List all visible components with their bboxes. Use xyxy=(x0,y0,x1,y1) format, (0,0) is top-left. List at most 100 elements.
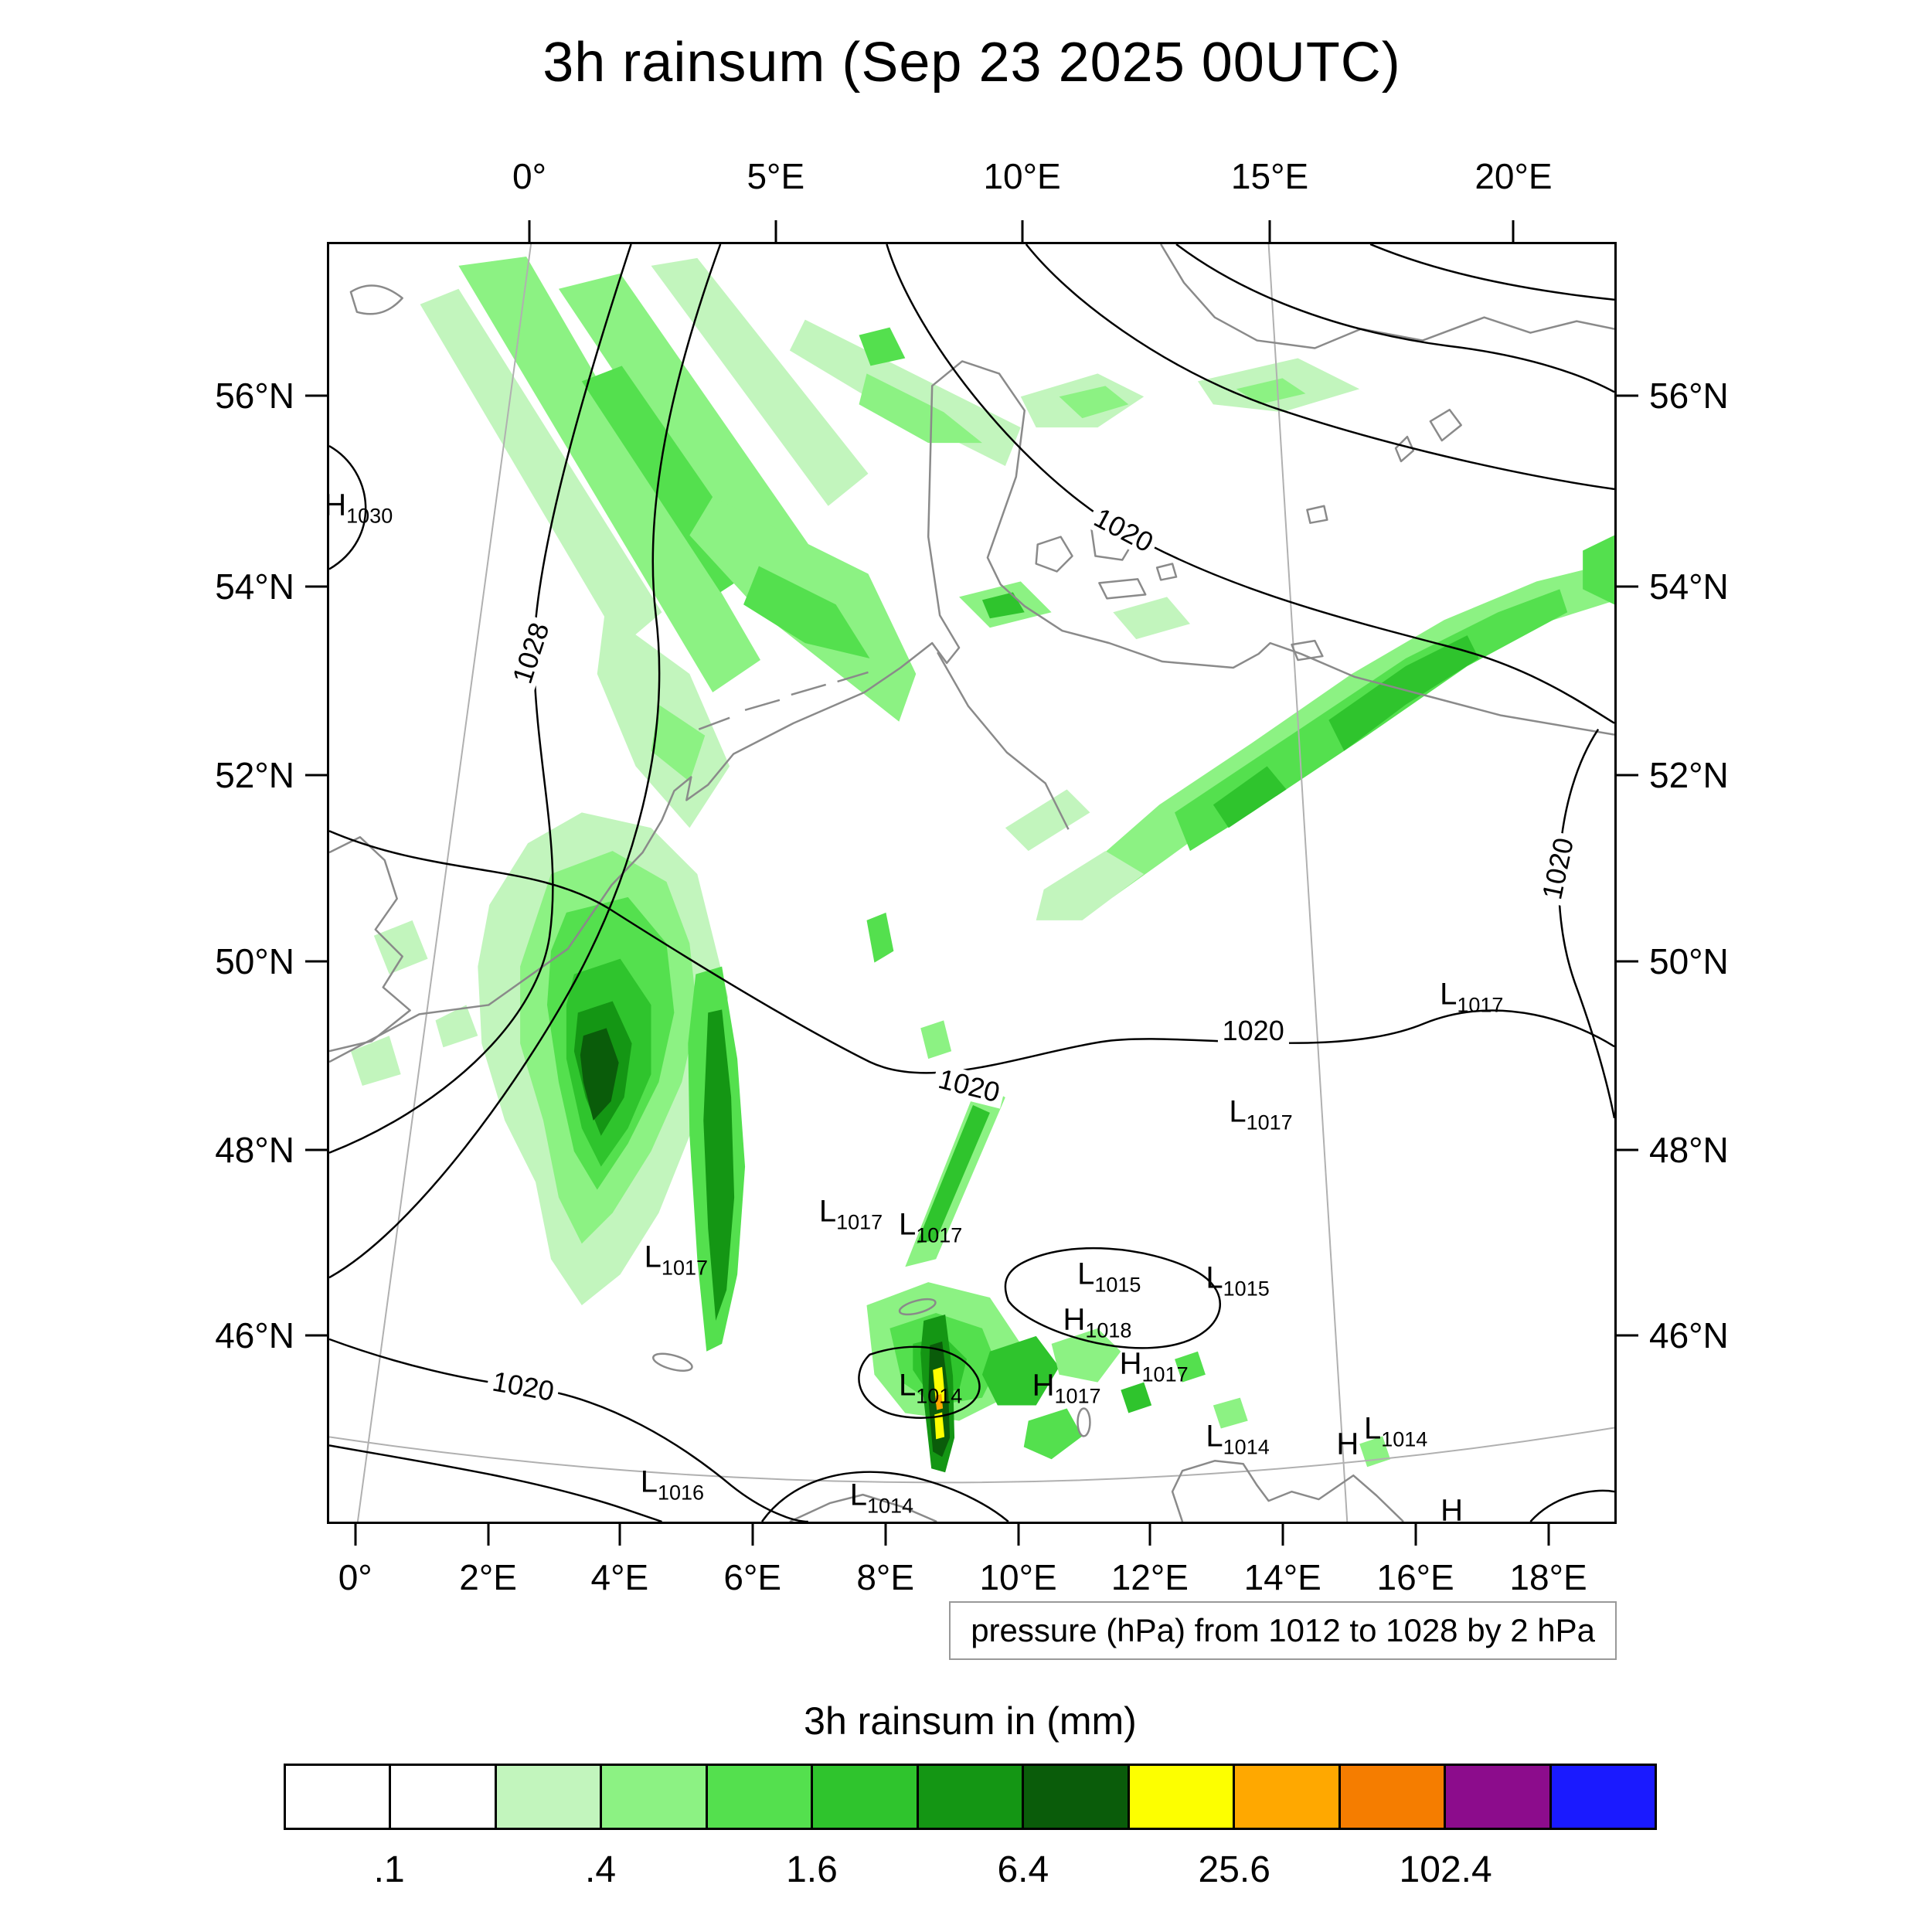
figure-title: 3h rainsum (Sep 23 2025 00UTC) xyxy=(543,32,1401,94)
pressure-value: 1015 xyxy=(1223,1277,1270,1301)
pressure-center-l: L1017 xyxy=(645,1240,708,1280)
pressure-letter: L xyxy=(1440,977,1458,1012)
colorbar-segment-1 xyxy=(389,1766,495,1828)
rain-shading-layer xyxy=(350,256,1614,1473)
colorbar-tick-label: 102.4 xyxy=(1399,1849,1492,1890)
pressure-center-l: L1015 xyxy=(1206,1260,1269,1301)
pressure-center-h: H1030 xyxy=(329,488,393,527)
colorbar-title: 3h rainsum in (mm) xyxy=(804,1699,1137,1743)
pressure-letter: H xyxy=(1063,1303,1086,1338)
colorbar-segment-10 xyxy=(1338,1766,1444,1828)
pressure-value: 1017 xyxy=(1246,1111,1293,1134)
colorbar-tick-label: .4 xyxy=(585,1849,617,1890)
axis-label-left: 48°N xyxy=(215,1129,294,1170)
pressure-center-h: H xyxy=(1440,1493,1464,1524)
axis-label-bottom: 6°E xyxy=(723,1557,782,1597)
pressure-center-l: L1017 xyxy=(898,1207,962,1247)
axis-tick-top xyxy=(1021,220,1024,242)
pressure-letter: L xyxy=(898,1368,917,1403)
colorbar-segment-5 xyxy=(811,1766,917,1828)
pressure-center-l: L1017 xyxy=(1229,1094,1292,1134)
axis-label-bottom: 2°E xyxy=(459,1557,517,1597)
pressure-center-h: H xyxy=(1336,1427,1359,1461)
pressure-letter: L xyxy=(1206,1260,1223,1295)
axis-tick-top xyxy=(528,220,531,242)
axis-tick-left xyxy=(305,585,327,588)
pressure-value: 1017 xyxy=(1054,1384,1101,1408)
pressure-letter: L xyxy=(640,1465,658,1500)
axis-label-right: 50°N xyxy=(1649,940,1729,981)
pressure-letter: H xyxy=(1119,1346,1142,1381)
pressure-letter: H xyxy=(1032,1368,1055,1403)
colorbar-tick-label: 25.6 xyxy=(1198,1849,1270,1890)
axis-label-top: 15°E xyxy=(1230,156,1309,196)
axis-label-top: 5°E xyxy=(747,156,805,196)
axis-tick-right xyxy=(1617,1334,1638,1337)
axis-tick-bottom xyxy=(618,1524,621,1546)
axis-tick-top xyxy=(1512,220,1515,242)
axis-tick-right xyxy=(1617,394,1638,397)
axis-tick-left xyxy=(305,1148,327,1151)
axis-tick-left xyxy=(305,774,327,777)
axis-tick-bottom xyxy=(884,1524,887,1546)
axis-tick-left xyxy=(305,1334,327,1337)
axis-label-right: 56°N xyxy=(1649,376,1729,417)
axis-tick-bottom xyxy=(751,1524,754,1546)
graticule-layer xyxy=(329,244,1614,1522)
colorbar-segment-3 xyxy=(600,1766,706,1828)
pressure-value: 1014 xyxy=(1223,1435,1270,1459)
pressure-letter: L xyxy=(849,1478,868,1512)
axis-tick-bottom xyxy=(1281,1524,1284,1546)
colorbar-tick-label: 6.4 xyxy=(997,1849,1049,1890)
pressure-value: 1016 xyxy=(657,1481,705,1505)
axis-label-top: 10°E xyxy=(983,156,1061,196)
colorbar-segment-8 xyxy=(1127,1766,1233,1828)
axis-tick-right xyxy=(1617,1148,1638,1151)
pressure-value: 1017 xyxy=(1141,1362,1189,1386)
colorbar-segment-12 xyxy=(1549,1766,1655,1828)
axis-tick-right xyxy=(1617,960,1638,963)
pressure-letter: H xyxy=(1440,1493,1464,1524)
axis-label-left: 54°N xyxy=(215,566,294,607)
axis-tick-right xyxy=(1617,774,1638,777)
pressure-center-l: L1014 xyxy=(1206,1419,1269,1458)
axis-label-bottom: 16°E xyxy=(1376,1557,1454,1597)
colorbar-tick-label: .1 xyxy=(373,1849,405,1890)
axis-label-bottom: 0° xyxy=(338,1557,372,1597)
axis-tick-bottom xyxy=(1547,1524,1550,1546)
pressure-value: 1014 xyxy=(916,1384,963,1408)
pressure-value: 1014 xyxy=(867,1494,914,1518)
pressure-letter: L xyxy=(898,1207,917,1242)
pressure-value: 1017 xyxy=(916,1223,963,1247)
pressure-letter: L xyxy=(1229,1094,1247,1129)
pressure-value: 1017 xyxy=(661,1257,709,1281)
axis-tick-left xyxy=(305,960,327,963)
colorbar-segment-6 xyxy=(916,1766,1022,1828)
axis-label-right: 52°N xyxy=(1649,755,1729,796)
pressure-value: 1018 xyxy=(1085,1319,1132,1343)
axis-label-top: 0° xyxy=(512,156,547,196)
pressure-center-l: L1016 xyxy=(640,1465,704,1505)
map-graphics xyxy=(329,244,1614,1522)
map-panel: 102810201020102010201020H1030L1017L1017L… xyxy=(327,242,1617,1524)
axis-tick-bottom xyxy=(487,1524,490,1546)
colorbar-segment-4 xyxy=(705,1766,811,1828)
pressure-value: 1014 xyxy=(1381,1427,1428,1451)
axis-label-right: 46°N xyxy=(1649,1315,1729,1356)
pressure-letter: H xyxy=(329,488,346,522)
axis-tick-right xyxy=(1617,585,1638,588)
axis-label-left: 46°N xyxy=(215,1315,294,1356)
axis-label-left: 50°N xyxy=(215,940,294,981)
axis-label-right: 54°N xyxy=(1649,566,1729,607)
axis-tick-bottom xyxy=(1414,1524,1417,1546)
pressure-value: 1030 xyxy=(346,504,393,528)
pressure-letter: L xyxy=(1206,1419,1223,1454)
colorbar-segment-2 xyxy=(494,1766,600,1828)
axis-tick-bottom xyxy=(354,1524,357,1546)
axis-label-bottom: 12°E xyxy=(1111,1557,1189,1597)
axis-label-bottom: 18°E xyxy=(1509,1557,1587,1597)
axis-label-bottom: 4°E xyxy=(590,1557,649,1597)
pressure-center-h: H1017 xyxy=(1119,1346,1189,1386)
pressure-center-l: L1017 xyxy=(1440,977,1503,1017)
pressure-center-l: L1014 xyxy=(849,1478,913,1518)
